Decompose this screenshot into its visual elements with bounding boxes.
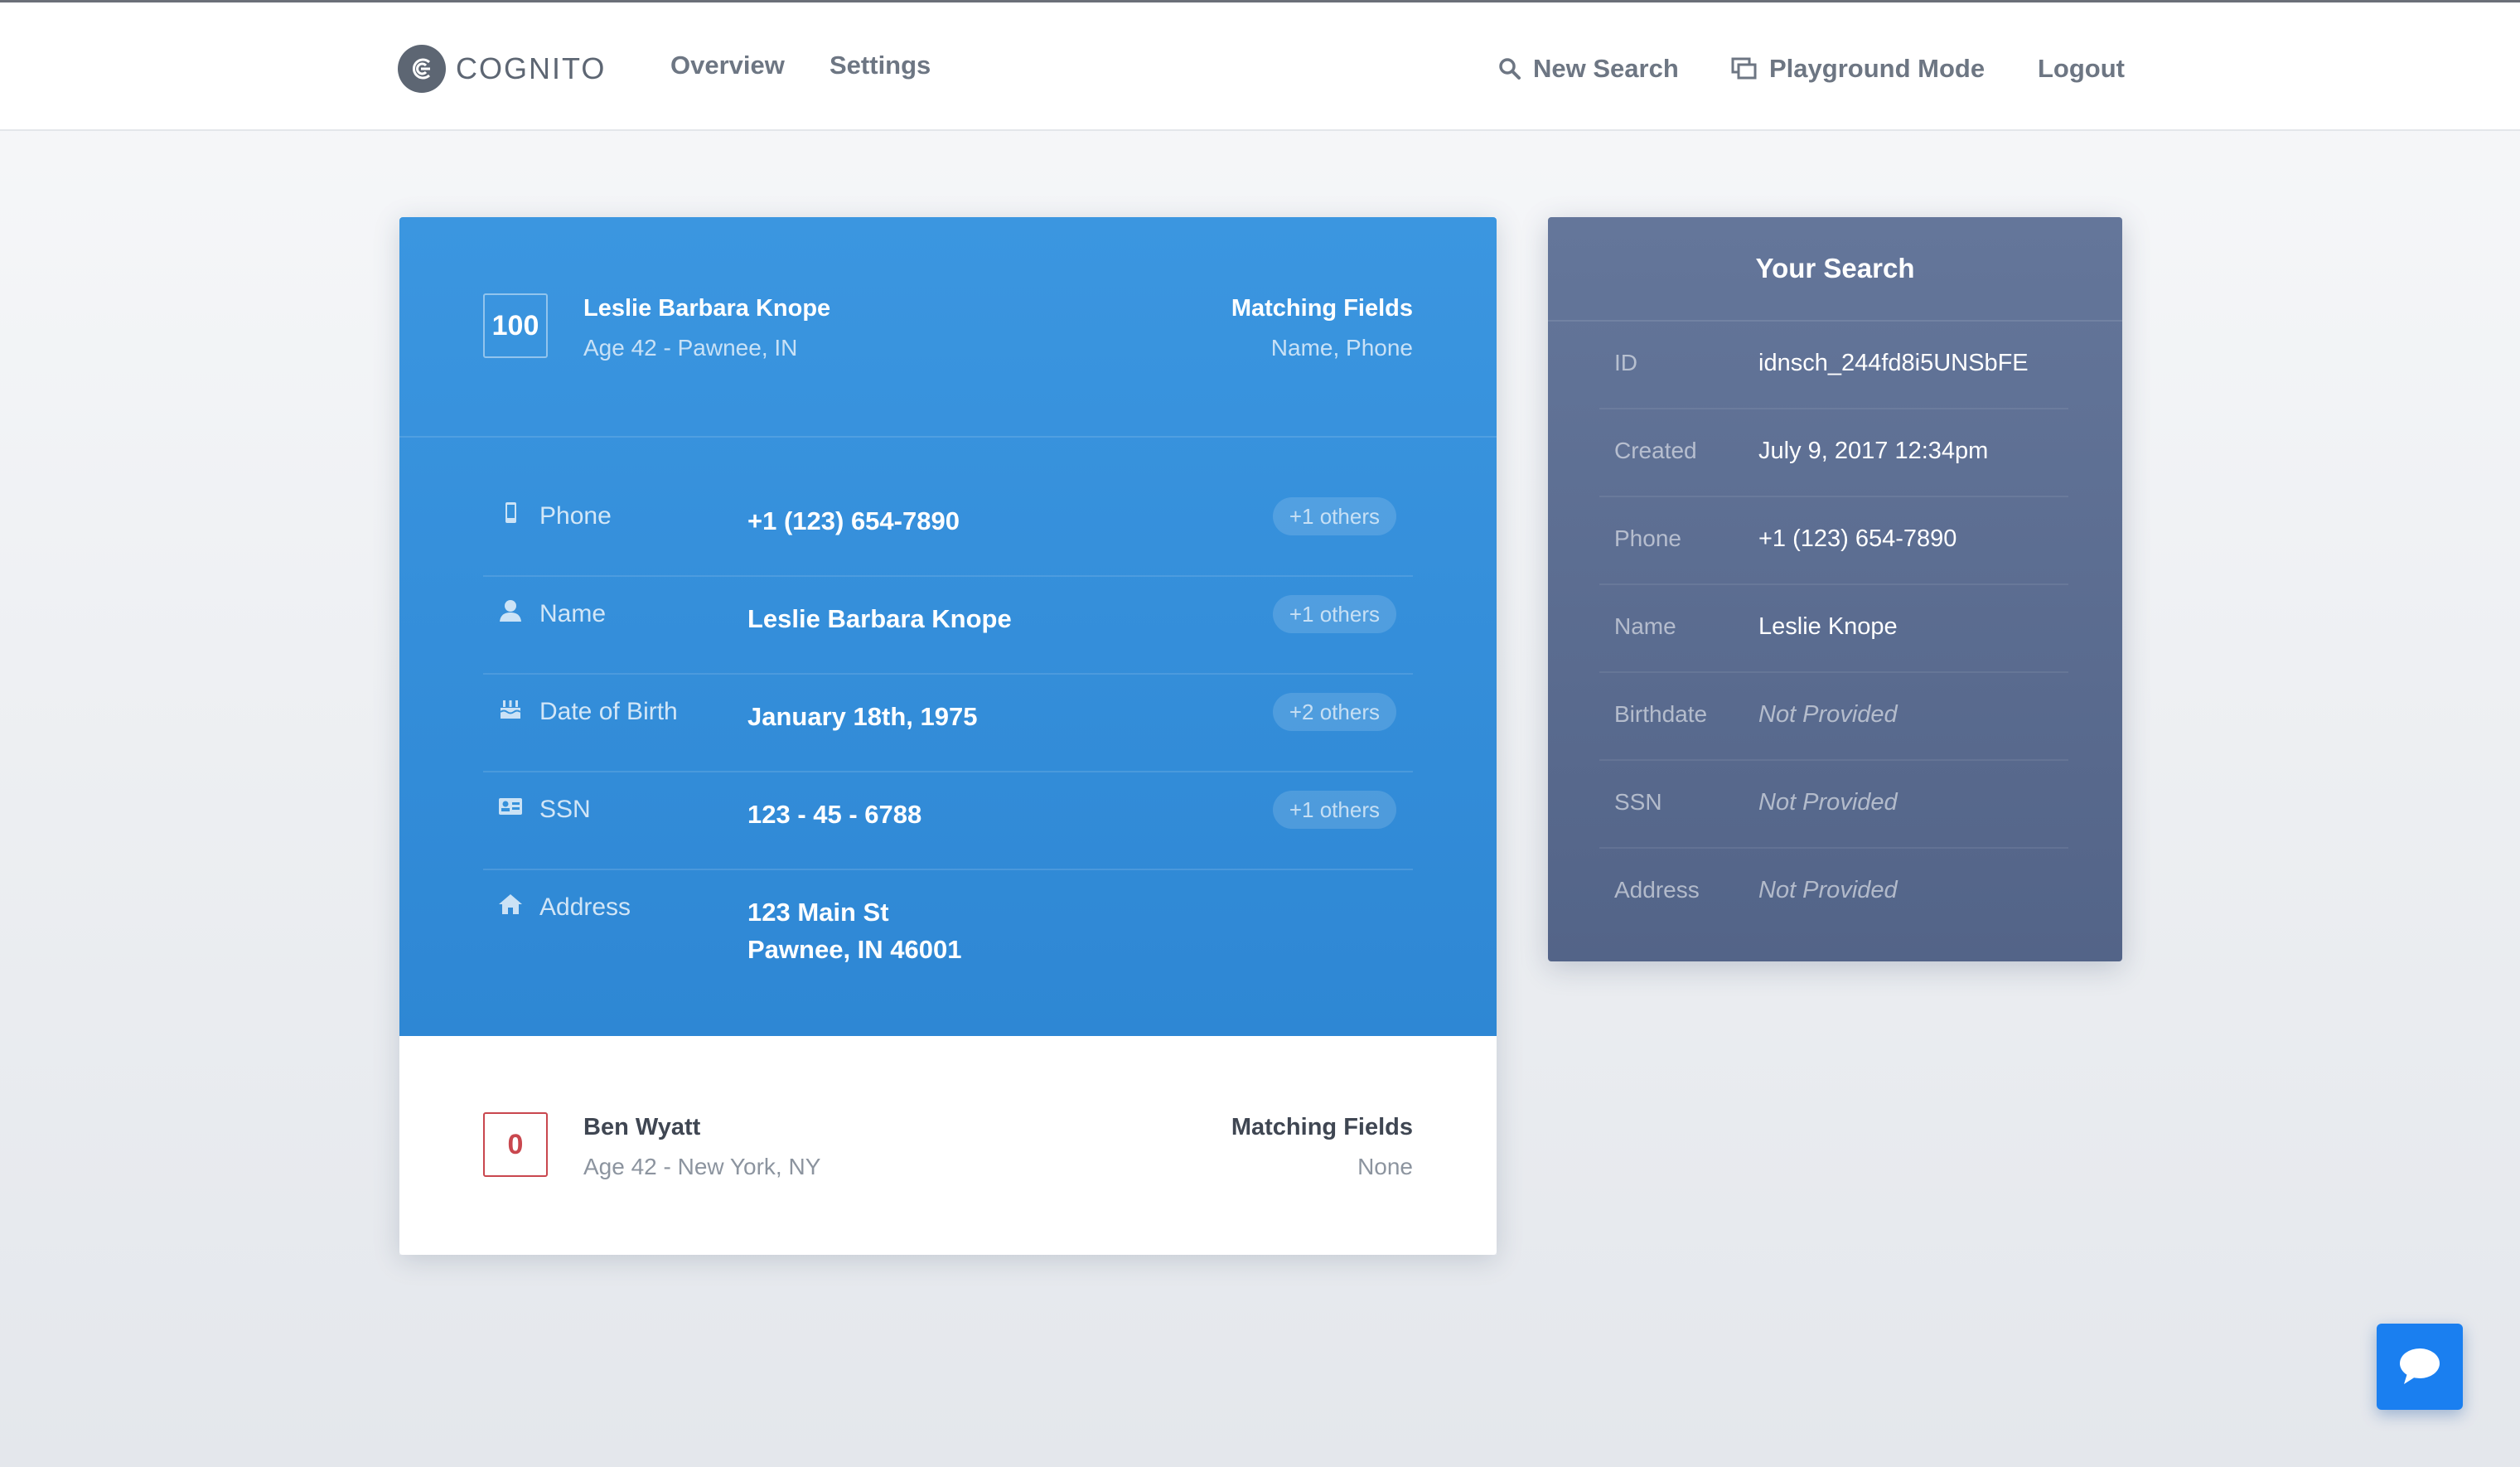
field-value-line: +1 (123) 654-7890 [747,506,960,535]
field-value-line: January 18th, 1975 [747,702,978,731]
search-criteria-list: ID idnsch_244fd8i5UNSbFE Created July 9,… [1599,322,2068,935]
search-key: Birthdate [1614,701,1708,727]
field-value: Leslie Barbara Knope [747,600,1012,637]
field-value: January 18th, 1975 [747,698,977,735]
search-key: Address [1614,877,1700,903]
field-row-ssn: SSN 123 - 45 - 6788 +1 others [483,772,1413,870]
results-list: 100 Leslie Barbara Knope Age 42 - Pawnee… [399,217,1497,1255]
person-age-location: Age 42 - New York, NY [583,1154,821,1179]
search-value: Leslie Knope [1758,613,1898,640]
field-value-line: 123 Main St [747,898,889,927]
person-age-location: Age 42 - Pawnee, IN [583,335,798,361]
cake-icon [500,700,521,719]
search-value: +1 (123) 654-7890 [1758,525,1957,552]
others-badge[interactable]: +1 others [1272,595,1396,633]
field-label: Phone [539,502,612,530]
field-label: SSN [539,796,591,823]
search-key: SSN [1614,789,1662,815]
your-search-panel: Your Search ID idnsch_244fd8i5UNSbFE Cre… [1548,217,2122,961]
search-key: Phone [1614,525,1681,551]
search-row-birthdate: Birthdate Not Provided [1599,673,2068,761]
field-list: Phone +1 (123) 654-7890 +1 others Name L… [483,479,1413,1003]
brand[interactable]: COGNITO [398,44,606,94]
field-label: Date of Birth [539,698,678,725]
search-row-address: Address Not Provided [1599,849,2068,935]
result-header: 100 Leslie Barbara Knope Age 42 - Pawnee… [399,217,1497,438]
search-key: ID [1614,350,1637,375]
windows-icon [1731,57,1757,80]
logout-button[interactable]: Logout [2038,54,2126,83]
result-card[interactable]: 0 Ben Wyatt Age 42 - New York, NY Matchi… [399,1036,1497,1255]
brand-name: COGNITO [456,51,607,85]
field-row-name: Name Leslie Barbara Knope +1 others [483,577,1413,675]
search-row-id: ID idnsch_244fd8i5UNSbFE [1599,322,2068,409]
field-label: Address [539,893,631,921]
others-badge[interactable]: +1 others [1272,791,1396,829]
matching-fields-label: Matching Fields [1231,295,1413,322]
search-value: Not Provided [1758,877,1898,903]
playground-mode-label: Playground Mode [1769,54,1986,83]
field-value-line: Pawnee, IN 46001 [747,935,962,964]
matching-fields-value: None [1357,1154,1413,1179]
field-row-date-of-birth: Date of Birth January 18th, 1975 +2 othe… [483,675,1413,772]
search-row-phone: Phone +1 (123) 654-7890 [1599,497,2068,585]
nav-settings[interactable]: Settings [830,51,931,80]
person-name: Leslie Barbara Knope [583,295,831,322]
result-card-selected[interactable]: 100 Leslie Barbara Knope Age 42 - Pawnee… [399,217,1497,1036]
person-icon [500,600,521,622]
search-key: Name [1614,613,1676,639]
person-name: Ben Wyatt [583,1114,701,1140]
field-value-line: Leslie Barbara Knope [747,604,1012,633]
field-label: Name [539,600,607,627]
search-row-created: Created July 9, 2017 12:34pm [1599,409,2068,497]
field-row-address: Address 123 Main St Pawnee, IN 46001 [483,870,1413,1003]
search-icon [1499,58,1521,80]
search-value: July 9, 2017 12:34pm [1758,438,1989,464]
chat-button[interactable] [2377,1324,2463,1410]
field-value: +1 (123) 654-7890 [747,502,960,540]
chat-bubble-icon [2400,1348,2440,1384]
match-score-badge: 0 [483,1112,548,1177]
top-navigation-bar: COGNITO Overview Settings New Search Pla… [0,0,2520,131]
nav-overview[interactable]: Overview [670,51,785,80]
matching-fields-value: Name, Phone [1270,335,1413,361]
others-badge[interactable]: +1 others [1272,497,1396,535]
field-value-line: 123 - 45 - 6788 [747,800,922,829]
id-card-icon [499,798,522,815]
phone-icon [505,502,516,523]
panel-title: Your Search [1548,217,2122,322]
playground-mode-button[interactable]: Playground Mode [1731,54,1985,84]
search-row-ssn: SSN Not Provided [1599,761,2068,849]
search-row-name: Name Leslie Knope [1599,585,2068,673]
search-key: Created [1614,438,1697,463]
search-value: Not Provided [1758,701,1898,728]
field-value: 123 - 45 - 6788 [747,796,921,833]
cognito-logo-icon [398,45,446,93]
search-value: idnsch_244fd8i5UNSbFE [1758,350,2029,376]
new-search-label: New Search [1533,54,1679,83]
field-value: 123 Main St Pawnee, IN 46001 [747,893,962,968]
matching-fields-label: Matching Fields [1231,1114,1413,1140]
home-icon [499,894,522,914]
match-score-badge: 100 [483,293,548,358]
field-row-phone: Phone +1 (123) 654-7890 +1 others [483,479,1413,577]
search-value: Not Provided [1758,789,1898,816]
new-search-button[interactable]: New Search [1498,54,1679,84]
others-badge[interactable]: +2 others [1272,693,1396,731]
